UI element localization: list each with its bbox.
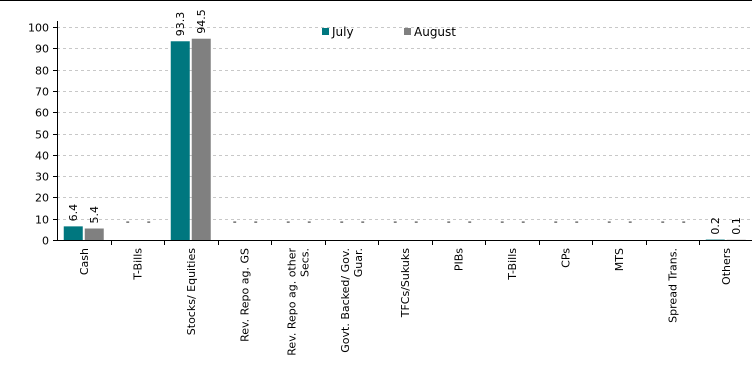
data-label: 94.5: [195, 9, 208, 34]
category-label: Spread Trans.: [666, 248, 679, 323]
bar-august: [191, 38, 211, 241]
category-label: Secs.: [298, 248, 311, 277]
data-labels: 6.4 - 93.3 - - - - - - - - - 0.2 5.4 - 94.5 - - - - - - - - - 0.1: [67, 9, 743, 235]
category-label: TFCs/Sukuks: [399, 248, 412, 318]
legend: July August: [322, 25, 456, 39]
data-label: -: [393, 215, 397, 228]
category-label: CPs: [559, 248, 572, 268]
data-label: -: [468, 215, 472, 228]
data-label: 93.3: [174, 12, 187, 37]
bar-july: [63, 226, 83, 240]
category-label: PIBs: [452, 248, 465, 271]
y-tick-label: 50: [35, 129, 49, 142]
legend-swatch-july: [322, 28, 329, 35]
data-label: -: [147, 215, 151, 228]
y-tick-label: 70: [35, 86, 49, 99]
data-label: -: [628, 215, 632, 228]
category-label: Govt. Backed/ Gov.: [339, 248, 352, 353]
y-tick-label: 0: [42, 235, 49, 248]
y-tick-label: 80: [35, 65, 49, 78]
data-label: -: [254, 215, 258, 228]
category-label: Others: [720, 248, 733, 285]
bars: [63, 38, 746, 241]
data-label: 6.4: [67, 204, 80, 222]
y-tick-label: 60: [35, 107, 49, 120]
y-tick-label: 90: [35, 43, 49, 56]
category-label: MTS: [613, 248, 626, 271]
bar-august: [84, 228, 104, 240]
y-tick-label: 20: [35, 192, 49, 205]
gridlines: [57, 27, 752, 220]
legend-label-july: July: [331, 25, 354, 39]
y-tick-label: 40: [35, 150, 49, 163]
category-label: Rev. Repo ag. GS: [238, 248, 251, 342]
data-label: -: [521, 215, 525, 228]
category-label: T-Bills: [131, 248, 144, 281]
data-label: -: [682, 215, 686, 228]
data-label: -: [500, 215, 504, 228]
data-label: -: [361, 215, 365, 228]
data-label: 5.4: [88, 206, 101, 224]
data-label: -: [607, 215, 611, 228]
data-label: -: [554, 215, 558, 228]
data-label: -: [340, 215, 344, 228]
y-tick-label: 10: [35, 214, 49, 227]
bar-july: [170, 41, 190, 241]
axes: 0 10 20 30 40 50 60 70 80 90 100 Cash T-Bills Stocks/…: [0, 0, 752, 356]
data-label: -: [414, 215, 418, 228]
category-label: Stocks/ Equities: [185, 248, 198, 335]
y-tick-label: 100: [28, 22, 49, 35]
data-label: -: [233, 215, 237, 228]
data-label: -: [575, 215, 579, 228]
data-label: -: [286, 215, 290, 228]
data-label: 0.2: [709, 217, 722, 235]
data-label: -: [661, 215, 665, 228]
legend-label-august: August: [414, 25, 456, 39]
y-tick-label: 30: [35, 171, 49, 184]
category-label: Rev. Repo ag. other: [285, 248, 298, 356]
category-label: T-Bills: [506, 248, 519, 281]
data-label: 0.1: [730, 217, 743, 235]
legend-swatch-august: [404, 28, 411, 35]
data-label: -: [126, 215, 130, 228]
data-label: -: [447, 215, 451, 228]
category-label: Cash: [78, 248, 91, 275]
category-label: Guar.: [352, 248, 365, 277]
data-label: -: [307, 215, 311, 228]
